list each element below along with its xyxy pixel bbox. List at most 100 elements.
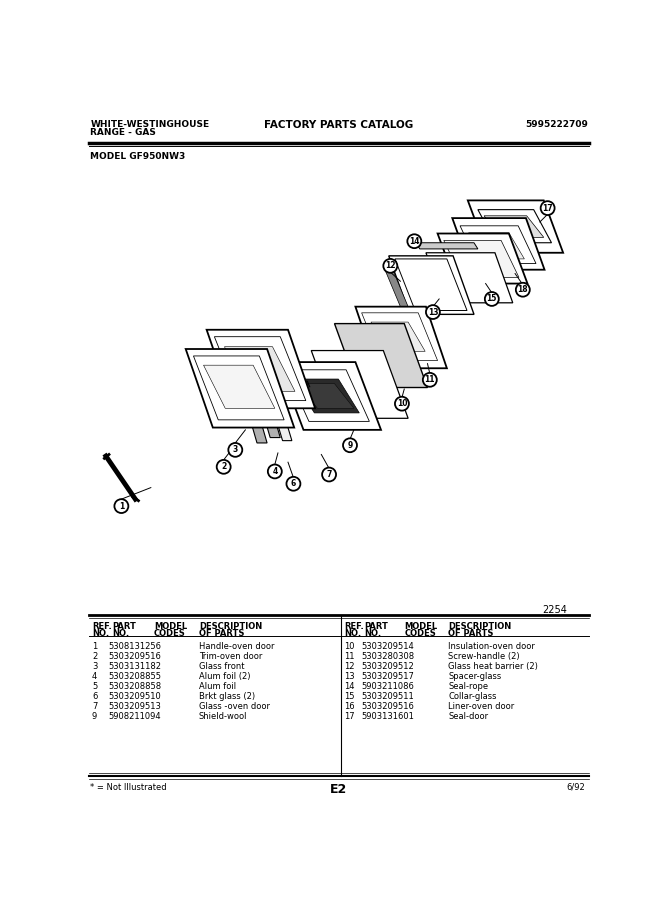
Text: 5303209517: 5303209517 xyxy=(362,671,414,680)
Text: OF PARTS: OF PARTS xyxy=(448,628,494,637)
Text: 5303209512: 5303209512 xyxy=(362,662,414,670)
Circle shape xyxy=(268,464,282,479)
Text: E2: E2 xyxy=(330,782,347,796)
Circle shape xyxy=(343,438,357,452)
Polygon shape xyxy=(194,356,284,419)
Polygon shape xyxy=(356,307,447,368)
Polygon shape xyxy=(416,243,478,249)
Polygon shape xyxy=(444,240,519,277)
Text: 5: 5 xyxy=(260,363,265,372)
Polygon shape xyxy=(311,351,408,418)
Polygon shape xyxy=(460,226,536,264)
Text: 5903211086: 5903211086 xyxy=(362,681,414,690)
Text: PART: PART xyxy=(112,623,136,632)
Text: Seal-door: Seal-door xyxy=(448,712,488,721)
Text: 14: 14 xyxy=(344,681,355,690)
Text: 5303209516: 5303209516 xyxy=(362,702,414,711)
Text: 4: 4 xyxy=(92,671,97,680)
Text: NO.: NO. xyxy=(344,628,362,637)
Text: Handle-oven door: Handle-oven door xyxy=(199,642,274,651)
Circle shape xyxy=(395,397,409,410)
Polygon shape xyxy=(278,362,381,430)
Polygon shape xyxy=(186,349,294,427)
Text: 3: 3 xyxy=(233,446,238,454)
Text: 2: 2 xyxy=(221,463,226,472)
Polygon shape xyxy=(286,370,369,421)
Circle shape xyxy=(485,292,499,306)
Text: 14: 14 xyxy=(409,237,420,246)
Text: Trim-oven door: Trim-oven door xyxy=(199,652,262,661)
Polygon shape xyxy=(452,218,545,270)
Polygon shape xyxy=(293,379,360,413)
Circle shape xyxy=(407,234,421,248)
Text: 5303131182: 5303131182 xyxy=(108,662,161,670)
Text: Glass -oven door: Glass -oven door xyxy=(199,702,270,711)
Text: 17: 17 xyxy=(542,203,553,212)
Polygon shape xyxy=(334,324,428,388)
Text: 9: 9 xyxy=(348,441,352,450)
Text: DESCRIPTION: DESCRIPTION xyxy=(448,623,512,632)
Text: DESCRIPTION: DESCRIPTION xyxy=(199,623,262,632)
Text: 5303209513: 5303209513 xyxy=(108,702,161,711)
Text: 2254: 2254 xyxy=(542,605,567,615)
Circle shape xyxy=(322,468,336,482)
Text: 15: 15 xyxy=(344,692,355,701)
Polygon shape xyxy=(395,259,467,310)
Circle shape xyxy=(286,477,300,490)
Polygon shape xyxy=(207,329,315,409)
Polygon shape xyxy=(371,322,425,351)
Text: RANGE - GAS: RANGE - GAS xyxy=(91,128,156,137)
Text: 5908211094: 5908211094 xyxy=(108,712,161,721)
Circle shape xyxy=(244,356,258,369)
Text: 10: 10 xyxy=(344,642,355,651)
Text: 6: 6 xyxy=(248,357,253,366)
Circle shape xyxy=(255,361,270,374)
Text: 11: 11 xyxy=(344,652,355,661)
Polygon shape xyxy=(298,383,354,409)
Text: 5: 5 xyxy=(92,681,97,690)
Text: 6: 6 xyxy=(291,480,296,489)
Text: 10: 10 xyxy=(397,400,407,409)
Text: 13: 13 xyxy=(428,308,438,317)
Text: Alum foil: Alum foil xyxy=(199,681,236,690)
Polygon shape xyxy=(225,346,295,392)
Polygon shape xyxy=(469,233,524,259)
Text: 5303208855: 5303208855 xyxy=(108,671,161,680)
Text: PART: PART xyxy=(364,623,388,632)
Text: Seal-rope: Seal-rope xyxy=(448,681,488,690)
Circle shape xyxy=(541,202,555,215)
Text: 9: 9 xyxy=(92,712,97,721)
Polygon shape xyxy=(214,337,306,400)
Polygon shape xyxy=(389,256,474,314)
Text: MODEL: MODEL xyxy=(154,623,187,632)
Text: 17: 17 xyxy=(344,712,355,721)
Polygon shape xyxy=(362,313,438,361)
Polygon shape xyxy=(263,376,292,441)
Text: MODEL: MODEL xyxy=(405,623,438,632)
Polygon shape xyxy=(251,372,280,437)
Text: 1: 1 xyxy=(119,501,124,510)
Text: 5303209510: 5303209510 xyxy=(108,692,161,701)
Text: Glass front: Glass front xyxy=(199,662,245,670)
Circle shape xyxy=(228,443,243,457)
Text: Insulation-oven door: Insulation-oven door xyxy=(448,642,535,651)
Text: REF.: REF. xyxy=(344,623,364,632)
Polygon shape xyxy=(383,266,412,316)
Text: 12: 12 xyxy=(385,261,395,270)
Text: * = Not Illustrated: * = Not Illustrated xyxy=(91,782,167,791)
Text: 13: 13 xyxy=(344,671,355,680)
Polygon shape xyxy=(484,216,544,238)
Polygon shape xyxy=(204,365,275,409)
Text: NO.: NO. xyxy=(364,628,381,637)
Text: 5995222709: 5995222709 xyxy=(525,120,588,129)
Text: 5303208858: 5303208858 xyxy=(108,681,161,690)
Text: 2: 2 xyxy=(92,652,97,661)
Polygon shape xyxy=(438,233,527,284)
Circle shape xyxy=(383,259,397,273)
Text: 18: 18 xyxy=(518,285,528,294)
Text: Collar-glass: Collar-glass xyxy=(448,692,497,701)
Polygon shape xyxy=(468,201,563,253)
Text: 4: 4 xyxy=(272,467,278,476)
Text: CODES: CODES xyxy=(154,628,186,637)
Text: 7: 7 xyxy=(92,702,97,711)
